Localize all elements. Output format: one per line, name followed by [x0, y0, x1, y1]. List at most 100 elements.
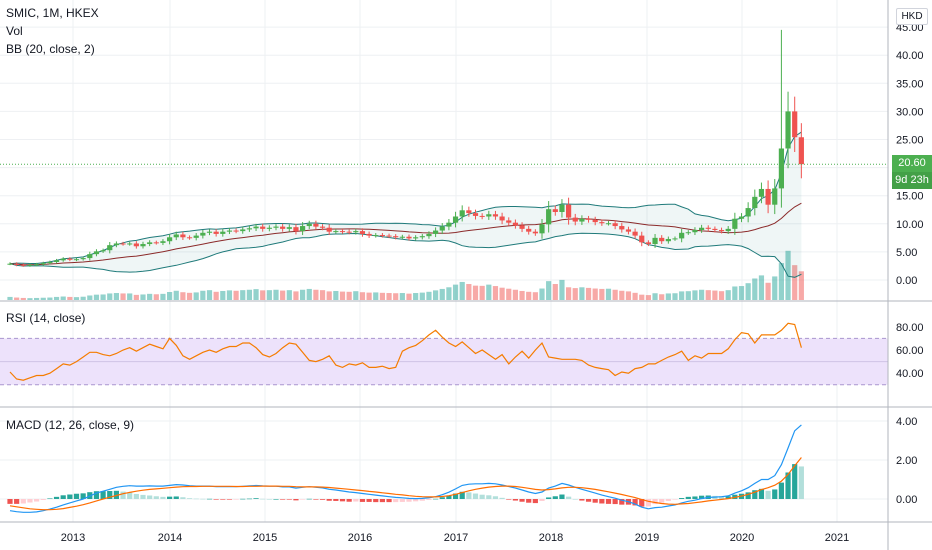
candle[interactable]	[712, 226, 718, 233]
candle[interactable]	[619, 222, 625, 233]
candle[interactable]	[47, 260, 53, 265]
candle[interactable]	[566, 197, 572, 225]
candle[interactable]	[113, 241, 119, 248]
candle[interactable]	[579, 215, 585, 225]
candle[interactable]	[333, 228, 339, 234]
candle[interactable]	[14, 262, 20, 267]
candle[interactable]	[80, 256, 86, 261]
candle[interactable]	[40, 261, 46, 266]
candle[interactable]	[160, 239, 166, 246]
candle[interactable]	[526, 225, 532, 235]
candle[interactable]	[359, 228, 366, 237]
candle[interactable]	[186, 235, 193, 240]
candle[interactable]	[147, 240, 153, 247]
candle[interactable]	[546, 201, 552, 233]
candle[interactable]	[226, 228, 233, 235]
candle[interactable]	[260, 223, 266, 232]
candle[interactable]	[559, 199, 565, 218]
candle[interactable]	[286, 224, 292, 232]
candle[interactable]	[652, 234, 658, 248]
candle[interactable]	[153, 240, 159, 245]
candle[interactable]	[632, 228, 638, 239]
candle[interactable]	[532, 229, 538, 236]
candle[interactable]	[346, 229, 352, 235]
candle[interactable]	[539, 218, 545, 239]
candle[interactable]	[645, 240, 651, 247]
candle[interactable]	[665, 236, 671, 244]
candle[interactable]	[772, 179, 778, 215]
candle[interactable]	[413, 235, 419, 241]
candle[interactable]	[339, 228, 346, 234]
candle[interactable]	[459, 205, 465, 222]
candle[interactable]	[107, 241, 113, 254]
candle[interactable]	[446, 219, 452, 231]
candle[interactable]	[765, 180, 771, 214]
candle[interactable]	[792, 96, 798, 153]
candle[interactable]	[393, 234, 399, 240]
candle[interactable]	[672, 236, 678, 241]
candle[interactable]	[34, 262, 40, 267]
candle[interactable]	[725, 226, 731, 234]
candle[interactable]	[53, 258, 60, 264]
candle[interactable]	[220, 228, 226, 237]
candle[interactable]	[206, 229, 213, 236]
candle[interactable]	[60, 257, 66, 262]
candle[interactable]	[732, 212, 738, 235]
volume-legend[interactable]: Vol	[6, 24, 23, 38]
candle[interactable]	[612, 220, 618, 230]
candles[interactable]	[7, 29, 804, 267]
candle[interactable]	[399, 234, 405, 240]
candle[interactable]	[705, 225, 711, 232]
candle[interactable]	[639, 231, 645, 247]
candle[interactable]	[758, 182, 765, 204]
candle[interactable]	[439, 223, 445, 235]
currency-label[interactable]: HKD	[896, 8, 928, 25]
candle[interactable]	[67, 257, 73, 262]
candle[interactable]	[506, 217, 512, 226]
candle[interactable]	[585, 215, 592, 223]
candle[interactable]	[213, 229, 219, 237]
candle[interactable]	[512, 219, 518, 229]
candle[interactable]	[479, 213, 485, 220]
candle[interactable]	[293, 223, 299, 235]
candle[interactable]	[173, 231, 179, 241]
candle[interactable]	[419, 234, 425, 240]
candle[interactable]	[93, 249, 100, 257]
candle[interactable]	[87, 251, 93, 261]
candle[interactable]	[233, 228, 239, 234]
bb-legend[interactable]: BB (20, close, 2)	[6, 42, 95, 56]
candle[interactable]	[253, 223, 259, 232]
candle[interactable]	[679, 228, 685, 243]
candle[interactable]	[240, 226, 246, 234]
candle[interactable]	[193, 233, 199, 241]
symbol-title[interactable]: SMIC, 1M, HKEX	[6, 6, 99, 20]
macd-legend[interactable]: MACD (12, 26, close, 9)	[6, 418, 135, 432]
candle[interactable]	[373, 233, 379, 238]
candle[interactable]	[426, 231, 432, 239]
candle[interactable]	[499, 212, 505, 225]
candle[interactable]	[280, 223, 286, 232]
candle[interactable]	[133, 241, 139, 249]
candle[interactable]	[406, 234, 412, 241]
candle[interactable]	[266, 225, 272, 232]
candle[interactable]	[386, 233, 392, 239]
candle[interactable]	[300, 222, 306, 236]
candle[interactable]	[306, 220, 312, 230]
candle[interactable]	[718, 227, 725, 234]
candle[interactable]	[319, 224, 326, 231]
candle[interactable]	[659, 235, 665, 244]
candle[interactable]	[685, 230, 691, 235]
candle[interactable]	[625, 226, 632, 235]
candle[interactable]	[699, 224, 705, 233]
candle[interactable]	[366, 231, 372, 238]
candle[interactable]	[20, 263, 26, 267]
candle[interactable]	[379, 233, 385, 238]
candle[interactable]	[180, 231, 186, 240]
candle[interactable]	[73, 257, 80, 262]
candle[interactable]	[452, 211, 459, 228]
candle[interactable]	[27, 263, 33, 267]
candle[interactable]	[200, 229, 206, 239]
